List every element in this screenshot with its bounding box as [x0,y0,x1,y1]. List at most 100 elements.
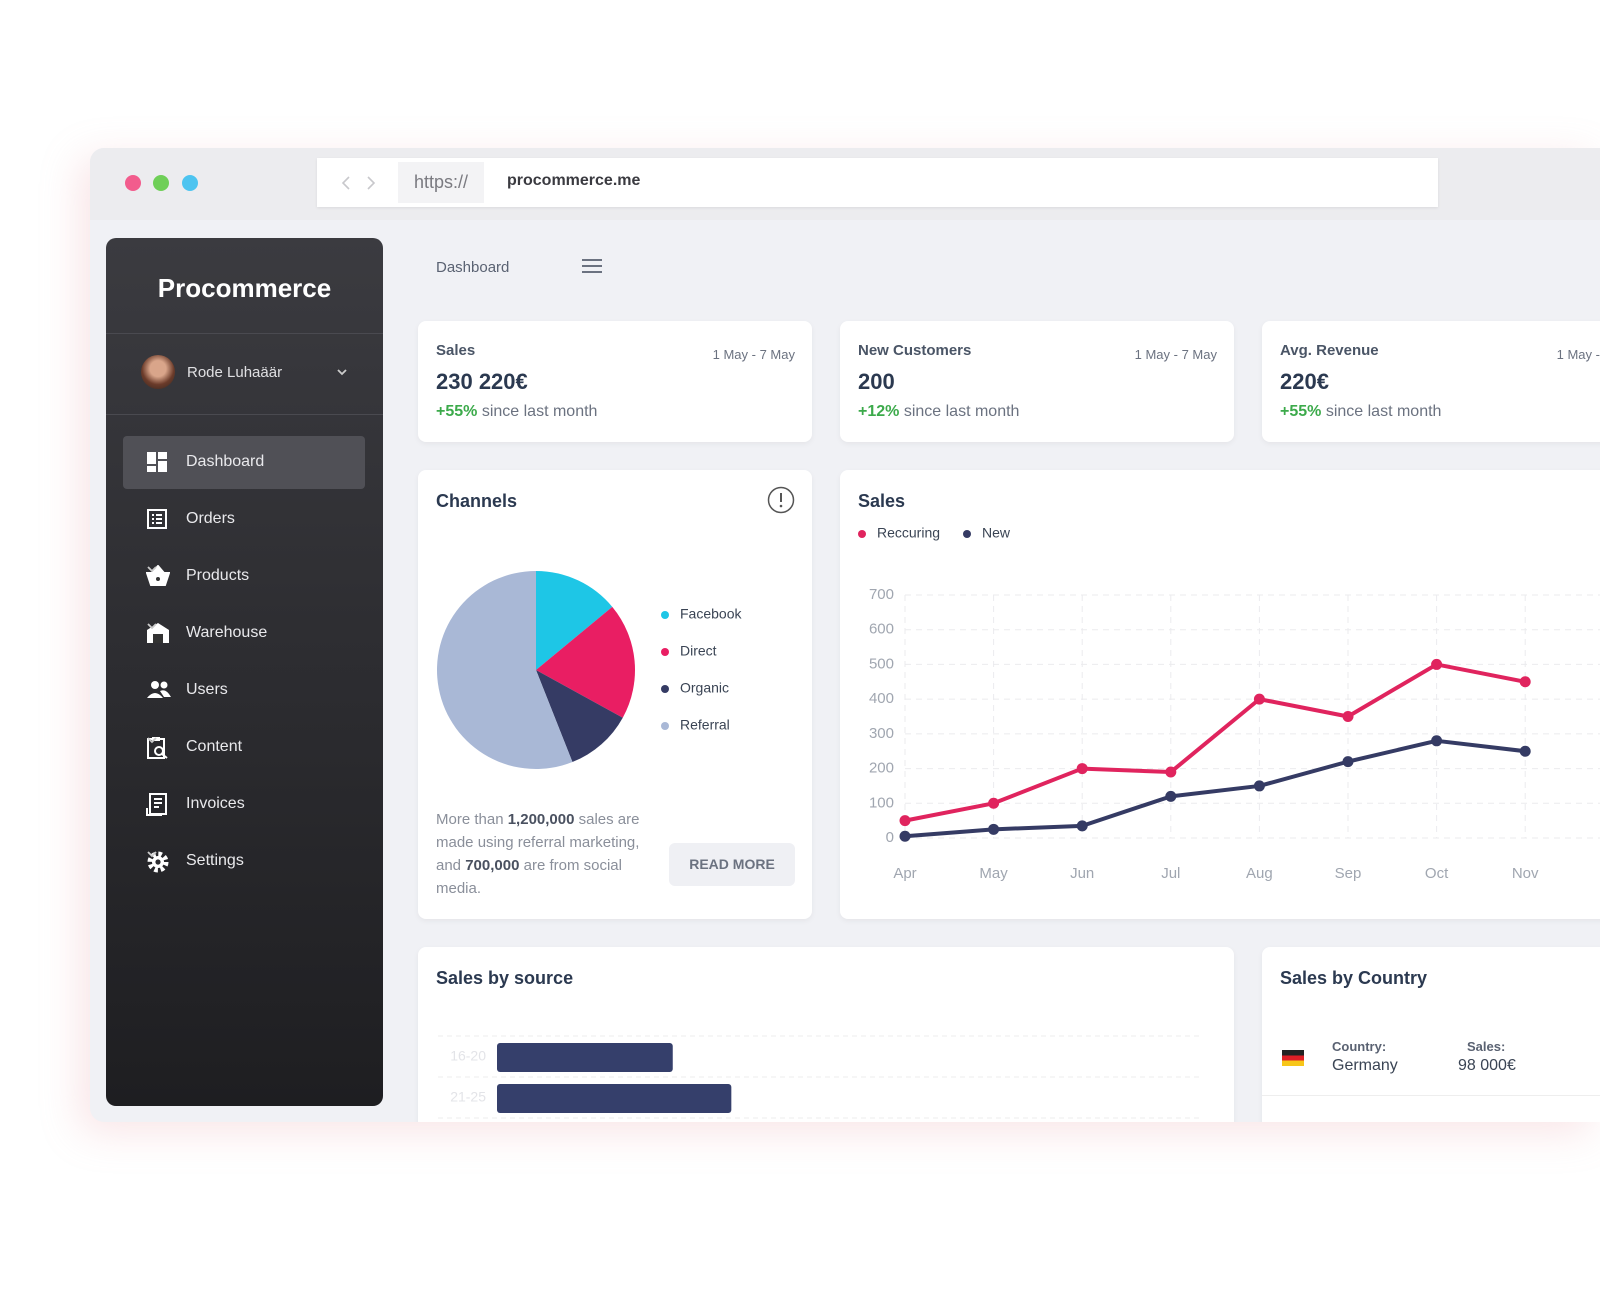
menu-label: Products [186,567,250,584]
hamburger[interactable] [582,259,602,273]
menu-item[interactable]: Orders [106,499,383,539]
series-line [904,738,1526,839]
icon [147,851,169,873]
legend-dot [963,530,971,538]
change: +12% [858,403,900,420]
icon [147,452,167,472]
legend-dot [661,648,669,656]
pie-slice [437,571,573,769]
source-card: 16-20 21-25 Sales by source [418,947,1234,1122]
menu-label: Orders [186,510,235,527]
text-bold: 700,000 [465,857,520,874]
stat-date: 1 May - 7 May [712,347,795,362]
data-point [1253,693,1265,705]
y-tick-label: 21-25 [450,1089,486,1105]
change: +55% [436,403,478,420]
x-tick-label: Aug [1246,865,1273,882]
stat-date: 1 May - 7 May [1556,347,1600,362]
data-point [1253,780,1265,792]
stat-value: 220€ [1280,369,1329,394]
y-tick-label: 500 [869,655,894,672]
y-tick-label: 400 [869,690,894,707]
read-more-button[interactable]: READ MORE [669,843,795,886]
user-name[interactable]: Rode Luhaäär [187,364,283,381]
sales-card: 0 100 200 300 400 500 600 700 Apr May Jun Jul Aug Sep… [840,470,1600,919]
menu-item[interactable]: Warehouse [106,613,383,653]
stat-label: New Customers [858,342,972,359]
y-tick-label: 16-20 [450,1048,486,1064]
nav-arrows[interactable] [339,175,379,191]
icon [147,509,167,529]
menu-item[interactable]: Products [106,556,383,596]
sidebar: Procommerce Rode Luhaäär Dashboard Order… [106,238,383,1106]
pie-slice [536,606,635,718]
menu-item[interactable]: Invoices [106,784,383,824]
close-dot[interactable] [125,175,141,191]
pie-slice [536,571,613,670]
line-chart: 0 100 200 300 400 500 600 700 Apr May Jun Jul Aug Sep… [858,525,1600,882]
stat-card: Avg. Revenue 1 May - 7 May 220€ +55% sin… [1262,321,1600,442]
card-title: Sales by source [436,968,574,988]
text: are from social media. [436,857,622,897]
data-point [1165,790,1177,802]
chevron [147,737,157,744]
stat-change: +55% since last month [1280,403,1441,421]
stat-value: 230 220€ [436,369,528,394]
menu-item[interactable]: Content [106,727,383,767]
data-point [1431,658,1443,670]
maximize-dot[interactable] [182,175,198,191]
bar [497,1043,673,1072]
legend-label: Facebook [680,606,742,622]
menu-item[interactable]: Dashboard [106,442,383,482]
info-icon[interactable] [767,486,795,514]
menu-item[interactable]: Users [106,670,383,710]
chevron[interactable] [336,368,348,376]
browser-window: https:// procommerce.me Procommerce Rode… [90,148,1600,1122]
legend-label: Direct [680,643,717,659]
menu-label: Warehouse [186,624,268,641]
pie-chart: Facebook Direct Organic Referral [437,571,742,769]
menu-label: Settings [186,852,244,869]
bar-chart: 16-20 21-25 [438,1035,1200,1119]
y-tick-label: 200 [869,760,894,777]
data-point [1076,763,1088,775]
y-tick-label: 600 [869,621,894,638]
icon [147,681,171,698]
address-bar[interactable]: https:// procommerce.me [317,158,1438,207]
chevron [147,566,157,573]
country-name: Germany [1332,1057,1398,1074]
data-point [899,830,911,842]
chevron [147,851,157,858]
y-tick-label: 100 [869,794,894,811]
minimize-dot[interactable] [153,175,169,191]
menu-label: Content [186,738,243,755]
menu-item[interactable]: Settings [106,841,383,881]
stat-label: Sales [436,342,476,359]
data-point [1342,711,1354,722]
data-point [1519,745,1531,757]
legend-dot [661,685,669,693]
x-tick-label: Apr [893,865,916,882]
divider [1262,1095,1600,1096]
browser-chrome: https:// procommerce.me [90,148,1600,220]
stat-card: Sales 1 May - 7 May 230 220€ +55% since … [418,321,812,442]
x-tick-label: Jun [1070,865,1094,882]
x-tick-label: Oct [1425,865,1449,882]
legend-label: Reccuring [877,525,940,541]
breadcrumb: Dashboard [436,259,510,276]
divider [106,414,383,415]
legend-label: Referral [680,717,730,733]
stat-value: 200 [858,369,895,394]
pie-slice [536,670,623,763]
legend-label: Organic [680,680,729,696]
data-point [1076,820,1088,832]
legend-label: New [982,525,1011,541]
data-point [988,797,1000,809]
column-label: Sales: [1467,1039,1506,1054]
text-bold: 1,200,000 [507,811,575,828]
country-card: Sales by Country Country: Germany Sales:… [1262,947,1600,1122]
stat-change: +55% since last month [436,403,597,421]
x-tick-label: May [979,865,1008,882]
data-point [1519,676,1531,688]
